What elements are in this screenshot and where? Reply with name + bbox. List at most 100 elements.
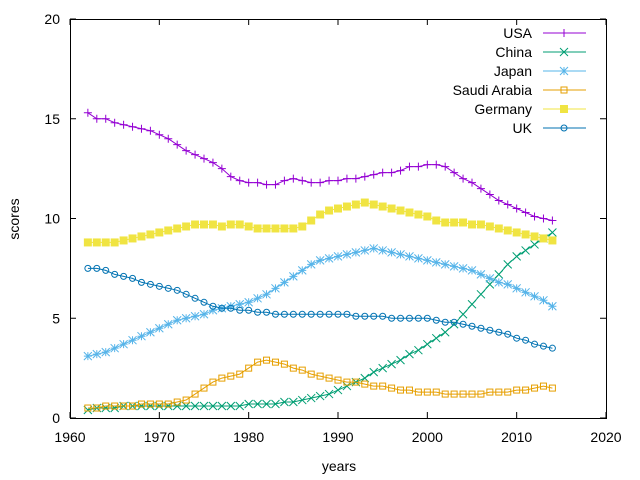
data-point: [387, 168, 396, 177]
data-point: [289, 224, 298, 233]
data-point: [263, 356, 271, 364]
data-point: [503, 279, 513, 289]
data-point: [477, 324, 485, 332]
data-point: [370, 382, 378, 390]
series-2: [83, 244, 557, 361]
data-point: [333, 385, 343, 395]
data-point: [298, 222, 307, 231]
data-point: [209, 302, 217, 310]
legend-marker: [560, 105, 568, 113]
data-point: [522, 336, 530, 344]
data-point: [432, 160, 441, 169]
data-point: [244, 297, 254, 307]
data-point: [378, 246, 388, 255]
data-point: [441, 318, 449, 326]
data-point: [539, 234, 548, 243]
data-point: [539, 214, 548, 223]
data-point: [521, 230, 530, 239]
series-1: [83, 228, 557, 415]
data-point: [360, 198, 369, 207]
y-tick-label: 10: [44, 211, 60, 227]
data-point: [405, 314, 413, 322]
data-point: [441, 390, 449, 398]
data-point: [396, 206, 405, 215]
data-point: [218, 304, 226, 312]
data-point: [486, 326, 494, 334]
data-point: [360, 246, 370, 255]
data-point: [235, 401, 245, 411]
data-point: [128, 335, 137, 345]
data-point: [495, 388, 503, 396]
data-point: [164, 400, 172, 408]
legend-item: China: [495, 44, 586, 60]
data-point: [263, 308, 271, 316]
data-point: [208, 401, 218, 411]
data-point: [84, 404, 92, 412]
data-point: [485, 190, 494, 199]
data-point: [199, 401, 209, 411]
data-point: [271, 283, 280, 293]
data-point: [388, 314, 396, 322]
data-point: [191, 150, 200, 159]
data-point: [218, 374, 226, 382]
data-point: [494, 196, 503, 205]
data-point: [504, 388, 512, 396]
data-point: [110, 343, 120, 353]
data-point: [423, 388, 431, 396]
data-point: [351, 174, 360, 183]
data-point: [334, 310, 342, 318]
data-point: [298, 176, 307, 185]
data-point: [361, 380, 369, 388]
data-point: [119, 339, 128, 349]
data-point: [199, 309, 209, 319]
data-point: [352, 312, 360, 320]
data-point: [450, 168, 459, 177]
data-point: [227, 372, 235, 380]
data-point: [298, 366, 306, 374]
data-point: [163, 319, 173, 329]
data-point: [208, 305, 218, 315]
data-point: [468, 178, 476, 187]
data-point: [334, 204, 342, 213]
data-point: [101, 238, 110, 247]
data-point: [325, 310, 333, 318]
x-tick-label: 1990: [322, 429, 353, 445]
data-point: [101, 114, 110, 123]
data-point: [324, 389, 334, 399]
data-point: [280, 397, 289, 407]
data-point: [431, 333, 441, 343]
y-tick-label: 15: [44, 111, 60, 127]
data-point: [405, 252, 414, 261]
data-point: [405, 162, 414, 171]
data-point: [486, 388, 494, 396]
legend-marker: [559, 66, 569, 76]
data-point: [468, 322, 476, 330]
legend-label: China: [495, 44, 532, 60]
data-point: [530, 291, 539, 301]
data-point: [530, 232, 539, 241]
data-point: [280, 224, 289, 233]
data-point: [450, 318, 458, 326]
data-point: [217, 164, 226, 173]
data-point: [342, 174, 351, 183]
x-tick-label: 1960: [54, 429, 85, 445]
data-point: [530, 212, 539, 221]
data-point: [369, 367, 379, 377]
data-point: [101, 347, 111, 357]
data-point: [468, 220, 476, 229]
data-point: [325, 176, 334, 185]
data-point: [271, 180, 280, 189]
data-point: [352, 378, 360, 386]
legend-item: Germany: [474, 101, 586, 117]
data-point: [423, 160, 432, 169]
data-point: [548, 228, 557, 237]
data-point: [155, 130, 164, 139]
data-point: [226, 172, 235, 181]
data-point: [405, 386, 413, 394]
data-point: [191, 390, 199, 398]
x-tick-label: 2020: [590, 429, 621, 445]
data-point: [253, 224, 262, 233]
data-point: [513, 334, 521, 342]
data-point: [119, 236, 128, 245]
